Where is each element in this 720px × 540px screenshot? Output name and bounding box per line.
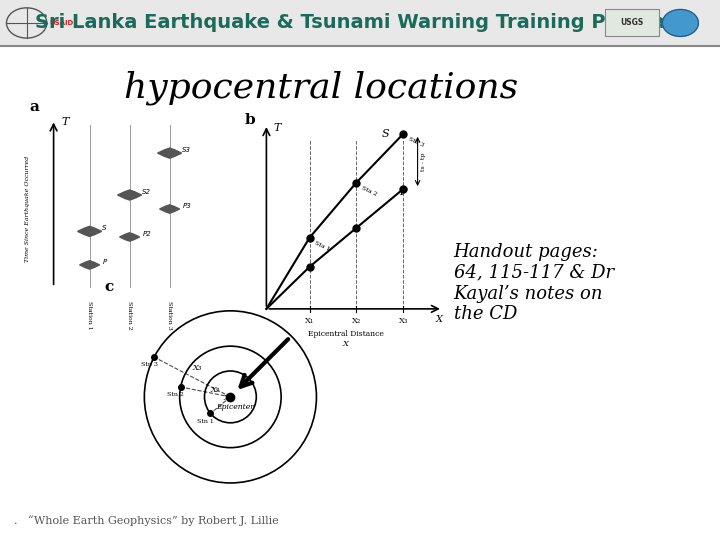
Text: S: S (102, 225, 107, 231)
Text: P2: P2 (143, 231, 151, 237)
Text: Sta 2: Sta 2 (361, 185, 378, 197)
Text: X₃: X₃ (399, 318, 408, 326)
Text: hypocentral locations: hypocentral locations (125, 70, 518, 105)
Polygon shape (117, 190, 142, 200)
Text: X₁: X₁ (305, 318, 314, 326)
Text: X₃: X₃ (192, 364, 202, 373)
Text: S: S (382, 129, 390, 139)
Text: X₂: X₂ (210, 386, 220, 394)
Text: Epicenter: Epicenter (217, 402, 254, 410)
Text: USAID: USAID (49, 20, 73, 26)
Text: P: P (102, 259, 107, 265)
Text: T: T (62, 117, 69, 127)
Polygon shape (160, 205, 179, 213)
Circle shape (662, 10, 698, 37)
Polygon shape (120, 233, 140, 241)
Text: Stn 3: Stn 3 (140, 362, 158, 367)
Text: Time Since Earthquake Occurred: Time Since Earthquake Occurred (25, 156, 30, 262)
Text: USGS: USGS (620, 18, 643, 28)
Bar (0, 0, 720, 46)
Polygon shape (158, 148, 181, 158)
Polygon shape (80, 261, 99, 269)
Text: S3: S3 (182, 147, 192, 153)
Text: P3: P3 (182, 202, 191, 208)
Text: Epicentral Distance: Epicentral Distance (307, 330, 384, 339)
Text: Stn 2: Stn 2 (167, 392, 184, 397)
Text: Station 3: Station 3 (167, 301, 172, 330)
Text: Stn 1: Stn 1 (197, 419, 214, 424)
Text: X₂: X₂ (352, 318, 361, 326)
Text: Station 2: Station 2 (127, 301, 132, 330)
Text: X: X (436, 315, 443, 324)
Text: ts - tp: ts - tp (420, 152, 426, 171)
Text: Sta 1: Sta 1 (314, 240, 331, 252)
Text: X₁: X₁ (224, 394, 233, 402)
Text: T: T (274, 123, 281, 133)
Bar (605, 9, 659, 36)
Text: a: a (30, 100, 40, 114)
Text: X: X (343, 340, 348, 348)
Text: b: b (245, 113, 256, 127)
Text: c: c (104, 280, 114, 294)
Text: Station 1: Station 1 (87, 301, 92, 330)
Text: P: P (400, 187, 407, 198)
Text: .   “Whole Earth Geophysics” by Robert J. Lillie: . “Whole Earth Geophysics” by Robert J. … (14, 516, 279, 526)
Text: Sta 3: Sta 3 (408, 136, 425, 148)
Text: Sri Lanka Earthquake & Tsunami Warning Training Program: Sri Lanka Earthquake & Tsunami Warning T… (35, 14, 685, 32)
Polygon shape (78, 226, 102, 237)
Text: S2: S2 (143, 188, 151, 194)
Text: Handout pages:
64, 115-117 & Dr
Kayal’s notes on
the CD: Handout pages: 64, 115-117 & Dr Kayal’s … (454, 243, 613, 323)
